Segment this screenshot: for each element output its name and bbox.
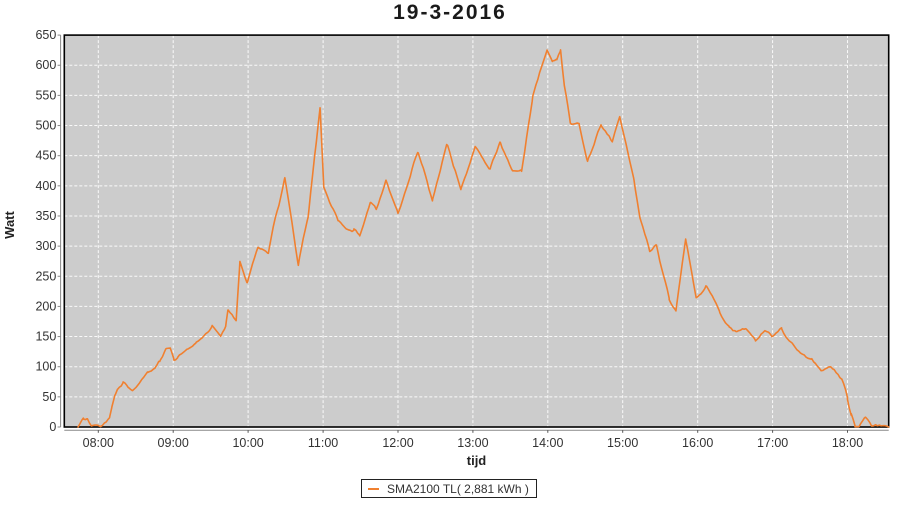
svg-text:550: 550 (35, 88, 56, 102)
svg-text:17:00: 17:00 (757, 436, 788, 450)
svg-text:150: 150 (35, 330, 56, 344)
svg-text:450: 450 (35, 149, 56, 163)
svg-text:11:00: 11:00 (308, 436, 338, 450)
svg-text:18:00: 18:00 (832, 436, 863, 450)
svg-text:14:00: 14:00 (532, 436, 563, 450)
svg-text:16:00: 16:00 (682, 436, 713, 450)
svg-text:15:00: 15:00 (607, 436, 638, 450)
svg-text:100: 100 (35, 360, 56, 374)
svg-text:08:00: 08:00 (83, 436, 114, 450)
svg-text:650: 650 (35, 28, 56, 42)
svg-text:10:00: 10:00 (232, 436, 263, 450)
svg-text:09:00: 09:00 (158, 436, 189, 450)
svg-text:600: 600 (35, 58, 56, 72)
svg-text:12:00: 12:00 (382, 436, 413, 450)
svg-text:200: 200 (35, 299, 56, 313)
svg-text:50: 50 (42, 390, 56, 404)
svg-text:500: 500 (35, 119, 56, 133)
svg-text:13:00: 13:00 (457, 436, 488, 450)
svg-text:300: 300 (35, 239, 56, 253)
svg-text:400: 400 (35, 179, 56, 193)
svg-text:0: 0 (49, 420, 56, 434)
svg-text:350: 350 (35, 209, 56, 223)
svg-text:250: 250 (35, 269, 56, 283)
